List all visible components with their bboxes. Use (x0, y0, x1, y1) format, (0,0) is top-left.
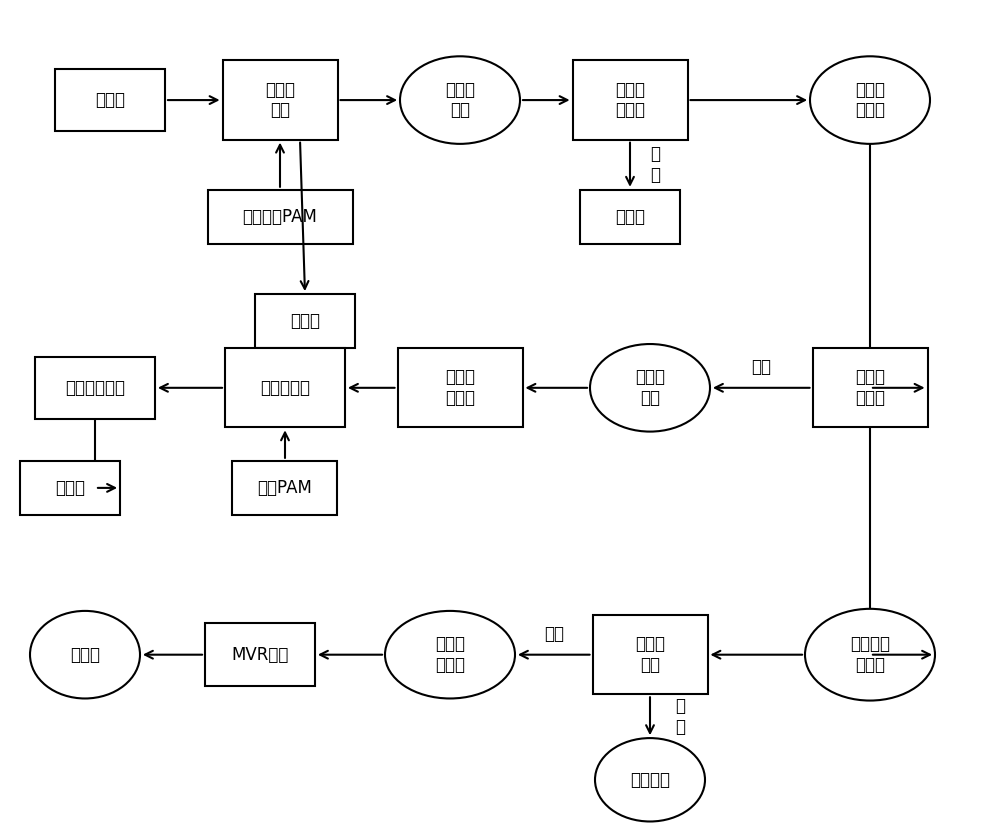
FancyBboxPatch shape (35, 357, 155, 419)
Text: 破乳剂、PAM: 破乳剂、PAM (243, 208, 317, 226)
Ellipse shape (595, 738, 705, 821)
Ellipse shape (30, 610, 140, 699)
Text: 反渗透
浓水罐: 反渗透 浓水罐 (435, 636, 465, 674)
Text: 淡
水: 淡 水 (675, 696, 685, 736)
Text: 精密过滤器二: 精密过滤器二 (65, 379, 125, 397)
FancyBboxPatch shape (572, 61, 688, 139)
Text: 纳滤浓
水罐: 纳滤浓 水罐 (635, 369, 665, 407)
Text: 均质池: 均质池 (95, 91, 125, 109)
Ellipse shape (810, 57, 930, 144)
FancyBboxPatch shape (208, 190, 353, 244)
Ellipse shape (590, 344, 710, 432)
Text: 浮泥池: 浮泥池 (55, 479, 85, 497)
FancyBboxPatch shape (232, 460, 337, 515)
Text: 一级纳
滤机组: 一级纳 滤机组 (855, 369, 885, 407)
FancyBboxPatch shape (398, 349, 522, 427)
Text: 絮凝产
水罐: 絮凝产 水罐 (445, 81, 475, 119)
Text: 产品水罐: 产品水罐 (630, 771, 670, 789)
Text: 预处理
产水罐: 预处理 产水罐 (855, 81, 885, 119)
FancyBboxPatch shape (255, 294, 355, 349)
Text: 浮泥池: 浮泥池 (615, 208, 645, 226)
Text: 浓水: 浓水 (751, 358, 771, 376)
FancyBboxPatch shape (225, 349, 345, 427)
FancyBboxPatch shape (20, 460, 120, 515)
FancyBboxPatch shape (55, 69, 165, 132)
FancyBboxPatch shape (205, 624, 315, 686)
Text: 电絮凝
装置: 电絮凝 装置 (265, 81, 295, 119)
Text: 湿式氧
化机组: 湿式氧 化机组 (445, 369, 475, 407)
Text: 反渗透
机组: 反渗透 机组 (635, 636, 665, 674)
Text: 晶体盐: 晶体盐 (70, 646, 100, 664)
FancyBboxPatch shape (223, 61, 338, 139)
Text: 浓
水: 浓 水 (650, 145, 660, 184)
FancyBboxPatch shape (580, 190, 680, 244)
Text: 碱、PAM: 碱、PAM (258, 479, 312, 497)
Text: 一级纳滤
淡水罐: 一级纳滤 淡水罐 (850, 636, 890, 674)
Text: 浮泥池: 浮泥池 (290, 312, 320, 330)
Text: 反应沉淀罐: 反应沉淀罐 (260, 379, 310, 397)
Text: 浓水: 浓水 (544, 625, 564, 643)
Ellipse shape (385, 610, 515, 699)
FancyBboxPatch shape (812, 349, 928, 427)
Text: MVR机组: MVR机组 (231, 646, 289, 664)
Ellipse shape (805, 609, 935, 701)
FancyBboxPatch shape (592, 615, 708, 694)
Text: 精密过
滤器一: 精密过 滤器一 (615, 81, 645, 119)
Ellipse shape (400, 57, 520, 144)
